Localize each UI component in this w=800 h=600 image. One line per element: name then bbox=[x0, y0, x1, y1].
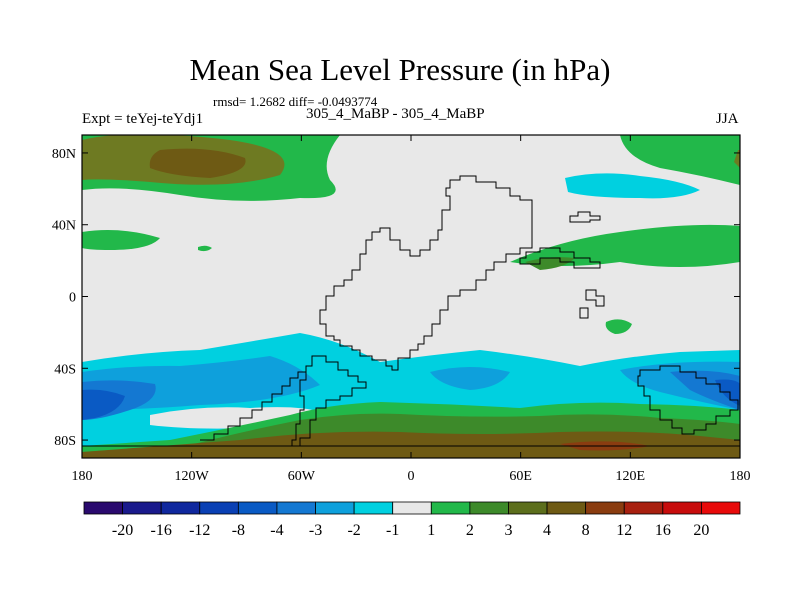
x-tick-label: 60W bbox=[288, 469, 316, 484]
colorbar-label: -2 bbox=[347, 522, 360, 539]
y-tick-label: 80S bbox=[54, 434, 76, 449]
colorbar: -20 -16 -12 -8 -4 -3 -2 -1 1 2 3 4 8 12 16 20 bbox=[83, 501, 741, 539]
x-tick-label: 120E bbox=[616, 469, 646, 484]
contour-west-spot bbox=[198, 245, 212, 252]
colorbar-label: 20 bbox=[693, 522, 709, 539]
x-axis: 180 120W 60W 0 60E 120E 180 bbox=[72, 135, 751, 484]
colorbar-label: 16 bbox=[655, 522, 671, 539]
contour-pacific-spot bbox=[605, 319, 632, 334]
season-label: JJA bbox=[716, 111, 739, 127]
colorbar-label: 3 bbox=[504, 522, 512, 539]
chart-title: Mean Sea Level Pressure (in hPa) bbox=[189, 52, 611, 87]
coastline-antarctic-shelf bbox=[200, 371, 306, 441]
colorbar-swatch bbox=[237, 501, 278, 515]
colorbar-swatch bbox=[160, 501, 201, 515]
coastline-southeast-land bbox=[637, 365, 739, 435]
experiment-label: Expt = teYej-teYdj1 bbox=[82, 111, 204, 127]
contour-south-blue2 bbox=[430, 367, 510, 390]
stats-label: rmsd= 1.2682 diff= -0.0493774 bbox=[213, 94, 378, 109]
coastline-islands bbox=[569, 211, 605, 319]
contour-antarctic-brown bbox=[82, 431, 740, 458]
colorbar-swatch bbox=[585, 501, 625, 515]
x-tick-label: 120W bbox=[175, 469, 210, 484]
colorbar-swatch bbox=[83, 501, 123, 515]
colorbar-label: -1 bbox=[386, 522, 399, 539]
colorbar-swatch bbox=[199, 501, 239, 515]
y-tick-label: 80N bbox=[52, 147, 76, 162]
x-tick-label: 0 bbox=[408, 469, 415, 484]
colorbar-swatch bbox=[122, 501, 162, 515]
colorbar-swatch bbox=[623, 501, 664, 515]
contour-south-navy2 bbox=[715, 379, 740, 406]
colorbar-swatch bbox=[315, 501, 355, 515]
colorbar-label: -16 bbox=[151, 522, 172, 539]
colorbar-label: 4 bbox=[543, 522, 551, 539]
contour-field bbox=[82, 135, 740, 458]
subtitle-label: 305_4_MaBP - 305_4_MaBP bbox=[306, 106, 485, 122]
colorbar-swatch bbox=[392, 501, 432, 515]
coastline-eastern-continent bbox=[519, 247, 601, 269]
coastline-north-america bbox=[319, 175, 533, 371]
coastlines bbox=[82, 175, 740, 447]
y-axis: 80N 40N 0 40S 80S bbox=[52, 147, 740, 449]
y-tick-label: 0 bbox=[69, 291, 76, 306]
colorbar-swatch bbox=[508, 501, 548, 515]
colorbar-label: 12 bbox=[616, 522, 632, 539]
x-tick-label: 180 bbox=[730, 469, 751, 484]
colorbar-swatch bbox=[701, 501, 741, 515]
y-tick-label: 40S bbox=[54, 362, 76, 377]
x-tick-label: 60E bbox=[509, 469, 532, 484]
colorbar-swatch bbox=[353, 501, 394, 515]
colorbar-swatch bbox=[430, 501, 471, 515]
contour-ne-cyan bbox=[565, 173, 700, 199]
colorbar-label: 1 bbox=[427, 522, 435, 539]
colorbar-label: -8 bbox=[232, 522, 245, 539]
colorbar-label: -3 bbox=[309, 522, 322, 539]
contour-west-green bbox=[82, 230, 160, 250]
colorbar-swatch bbox=[276, 501, 316, 515]
colorbar-label: 2 bbox=[466, 522, 474, 539]
contour-east-green bbox=[510, 224, 740, 267]
contour-ne-green bbox=[620, 135, 740, 185]
contour-ne-brown bbox=[734, 150, 740, 168]
colorbar-swatch bbox=[662, 501, 702, 515]
colorbar-swatch bbox=[546, 501, 587, 515]
colorbar-label: 8 bbox=[582, 522, 590, 539]
colorbar-label: -4 bbox=[270, 522, 283, 539]
x-tick-label: 180 bbox=[72, 469, 93, 484]
colorbar-swatch bbox=[469, 501, 509, 515]
coastline-south-america bbox=[291, 355, 367, 447]
colorbar-label: -12 bbox=[189, 522, 210, 539]
contour-north-dark bbox=[149, 148, 246, 178]
contour-east-brown bbox=[525, 257, 575, 270]
y-tick-label: 40N bbox=[52, 219, 76, 234]
contour-south-navy bbox=[82, 389, 125, 420]
colorbar-label: -20 bbox=[112, 522, 133, 539]
